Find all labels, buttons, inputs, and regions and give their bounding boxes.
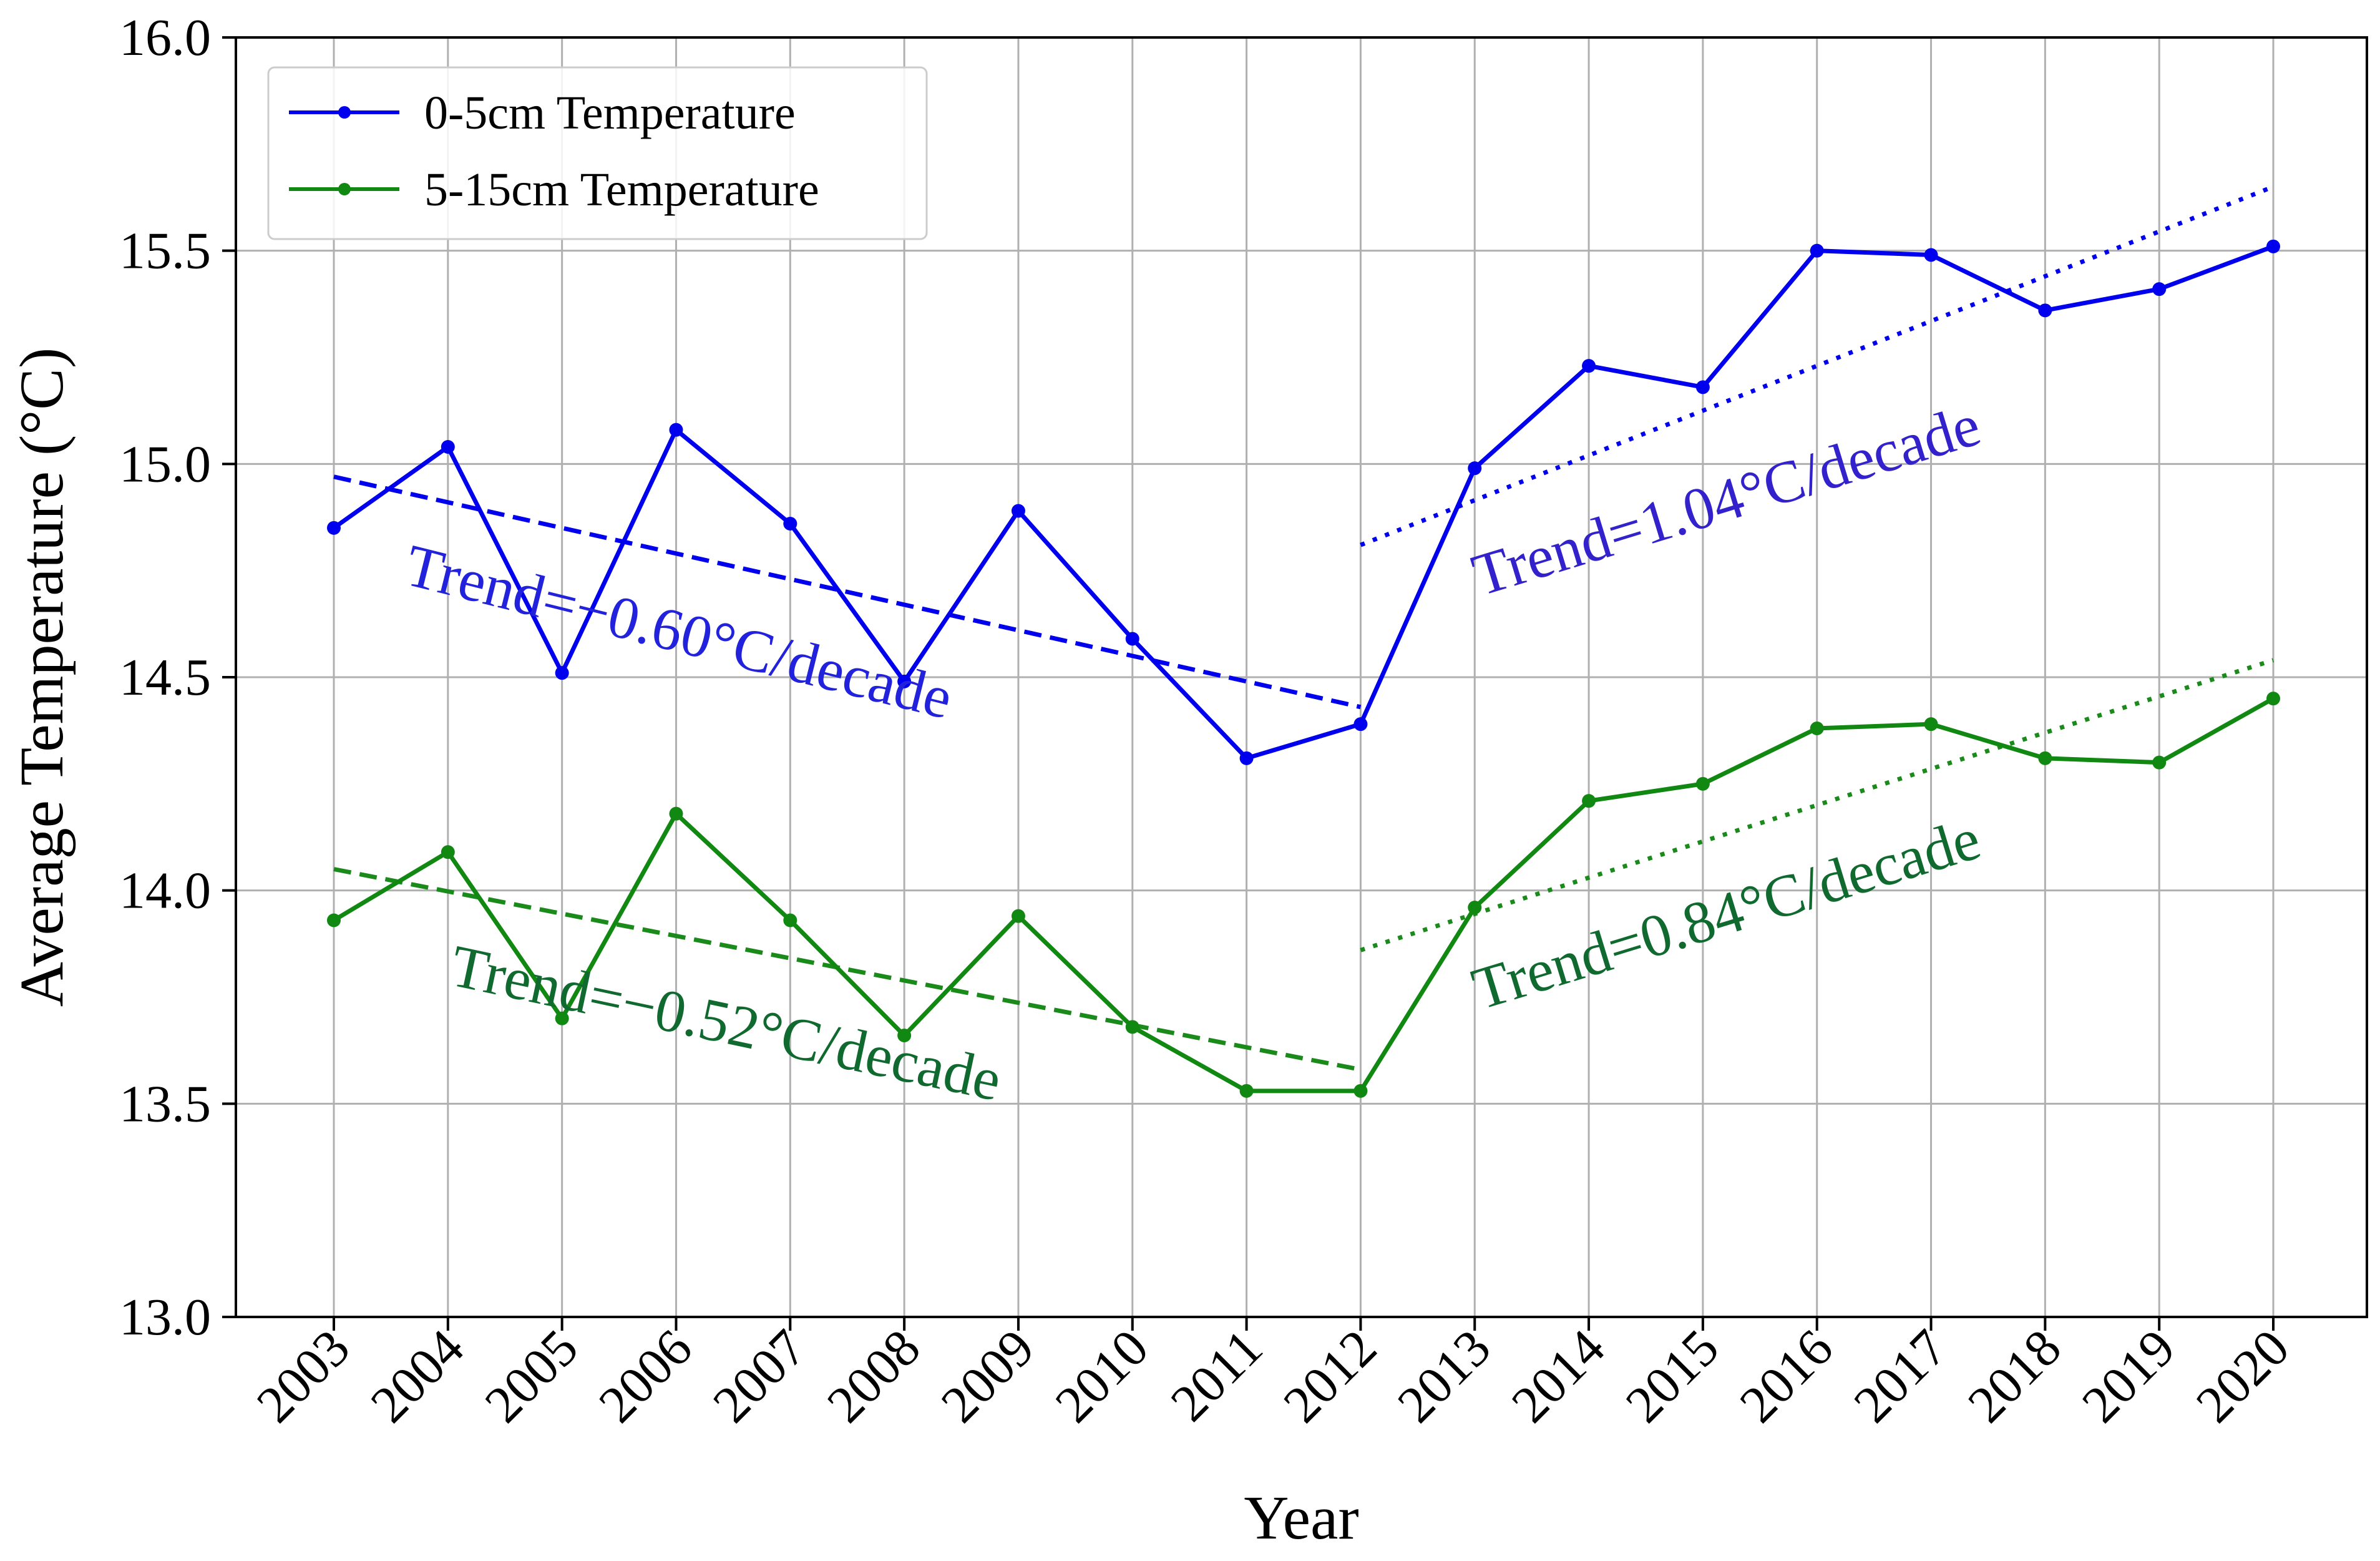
x-tick-label: 2007 (702, 1319, 817, 1434)
y-tick-label: 15.5 (119, 222, 211, 280)
trend-annotations: Trend=−0.60°C/decade Trend=1.04°C/decade T… (399, 391, 1988, 1113)
data-point-0-2014 (1582, 359, 1596, 373)
data-point-0-2007 (783, 517, 797, 531)
series-line-0 (332, 244, 2275, 761)
data-point-0-2009 (1011, 504, 1025, 518)
x-tick-label: 2020 (2185, 1319, 2301, 1434)
data-point-1-2004 (441, 845, 455, 859)
y-tick-label: 16.0 (119, 9, 211, 67)
x-tick-label: 2005 (474, 1319, 590, 1434)
x-tick-label: 2016 (1729, 1319, 1845, 1434)
data-point-1-2010 (1125, 1020, 1139, 1034)
series-lines (327, 239, 2280, 1098)
x-tick-label: 2008 (816, 1319, 932, 1434)
series-line-1 (333, 697, 2275, 1094)
data-point-1-2015 (1695, 776, 1710, 791)
data-point-1-2012 (1353, 1084, 1368, 1098)
x-tick-label: 2004 (360, 1319, 476, 1434)
legend-box (267, 66, 928, 240)
trend-annotation-3: Trend=0.84°C/decade (1465, 805, 1987, 1022)
data-point-1-2011 (1239, 1084, 1254, 1098)
data-point-0-2012 (1353, 717, 1368, 732)
trend-annotation-1: Trend=1.04°C/decade (1465, 391, 1987, 609)
data-point-0-2011 (1239, 751, 1254, 765)
trend-line-dashed-0 (333, 474, 1362, 710)
x-tick-label: 2011 (1160, 1319, 1274, 1432)
legend: 0-5cm Temperature 5-15cm Temperature (267, 66, 928, 240)
data-point-1-2007 (783, 913, 797, 927)
data-point-0-2004 (441, 440, 455, 454)
data-point-0-2003 (327, 521, 341, 535)
legend-label-0-5cm: 0-5cm Temperature (424, 87, 796, 139)
data-point-0-2017 (1924, 248, 1938, 262)
x-tick-label: 2015 (1615, 1319, 1730, 1434)
data-point-0-2008 (897, 674, 912, 688)
y-axis-title: Average Temperature (°C) (7, 348, 76, 1007)
data-point-0-2016 (1810, 243, 1824, 258)
y-tick-label: 15.0 (119, 435, 211, 493)
data-point-0-2018 (2038, 303, 2052, 318)
data-point-1-2013 (1468, 901, 1482, 914)
trend-annotation-0: Trend=−0.60°C/decade (399, 531, 959, 732)
x-tick-label: 2003 (246, 1319, 361, 1434)
x-tick-label: 2013 (1387, 1319, 1502, 1434)
trend-lines (333, 184, 2275, 1072)
legend-marker-0-5cm (338, 106, 351, 119)
data-point-1-2009 (1011, 909, 1025, 923)
x-tick-label: 2006 (588, 1319, 703, 1434)
legend-label-5-15cm: 5-15cm Temperature (424, 164, 819, 216)
data-point-0-2015 (1695, 380, 1710, 394)
data-point-1-2014 (1582, 794, 1596, 808)
trend-annotation-2: Trend=−0.52°C/decade (445, 932, 1007, 1113)
data-point-1-2017 (1924, 717, 1938, 732)
trend-line-dotted-3 (1360, 658, 2275, 952)
x-tick-label: 2010 (1045, 1319, 1160, 1434)
x-tick-label: 2019 (2071, 1319, 2187, 1434)
y-tick-label: 13.0 (119, 1288, 211, 1346)
x-tick-label: 2018 (1957, 1319, 2072, 1434)
data-point-1-2008 (897, 1029, 912, 1042)
x-tick-label: 2017 (1843, 1319, 1958, 1434)
data-point-1-2003 (327, 913, 341, 927)
data-point-1-2018 (2038, 751, 2052, 765)
x-axis-title: Year (1244, 1483, 1358, 1552)
x-tick-label: 2014 (1501, 1319, 1616, 1434)
data-point-1-2005 (555, 1011, 569, 1025)
data-point-0-2006 (669, 423, 683, 437)
data-point-0-2019 (2152, 282, 2167, 296)
data-point-1-2020 (2266, 692, 2280, 706)
data-point-0-2005 (555, 666, 569, 680)
y-tick-label: 13.5 (119, 1075, 211, 1133)
y-axis-ticks: 13.0 13.5 14.0 14.5 15.0 15.5 16.0 (119, 9, 236, 1346)
data-point-1-2016 (1810, 722, 1824, 735)
y-tick-label: 14.0 (119, 862, 211, 920)
x-tick-label: 2012 (1272, 1319, 1388, 1434)
data-point-1-2019 (2152, 755, 2167, 770)
data-point-1-2006 (669, 806, 683, 821)
x-tick-label: 2009 (930, 1319, 1046, 1434)
data-point-0-2010 (1125, 632, 1139, 646)
trend-line-dashed-2 (333, 867, 1362, 1072)
y-tick-label: 14.5 (119, 648, 211, 707)
data-point-0-2013 (1468, 461, 1482, 476)
legend-marker-5-15cm (338, 183, 351, 195)
data-point-0-2020 (2266, 239, 2280, 253)
